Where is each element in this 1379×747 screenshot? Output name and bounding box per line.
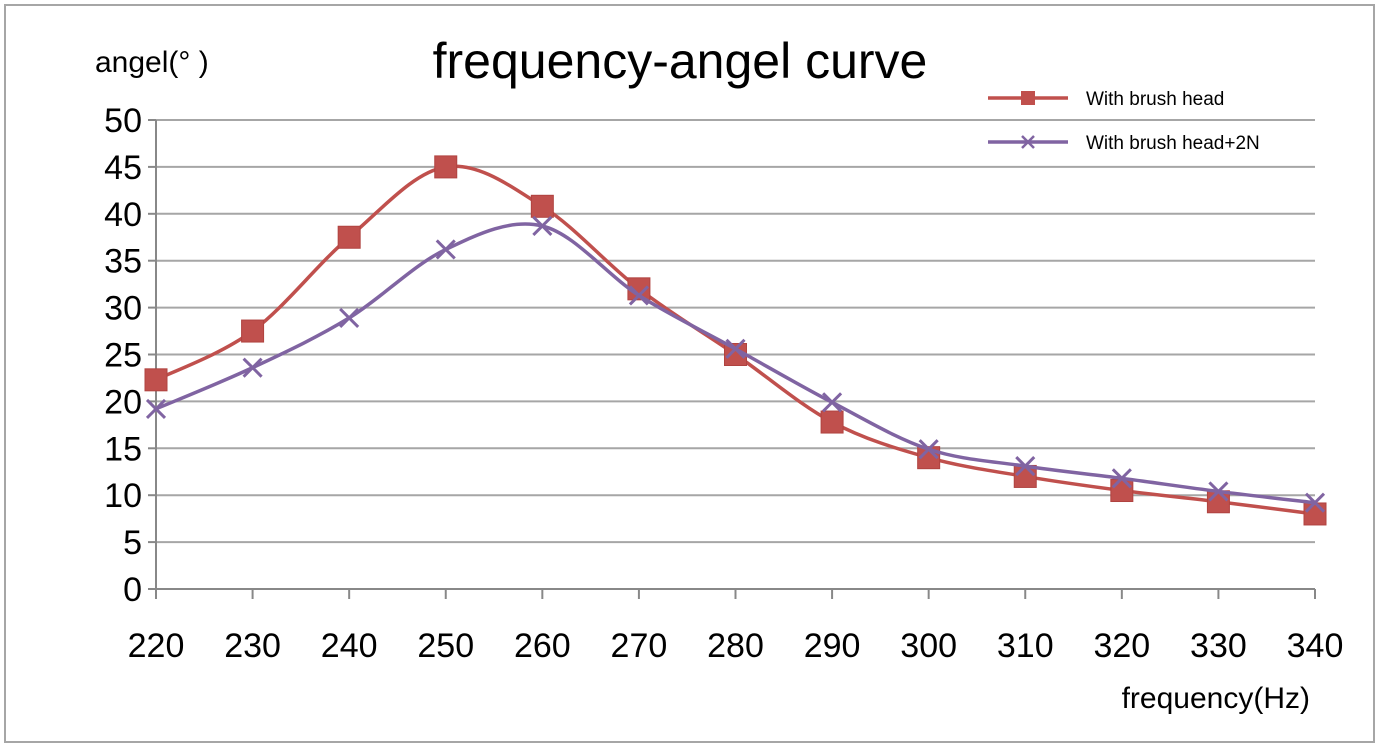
legend-square-marker-icon xyxy=(1021,91,1035,105)
data-point-2-270 xyxy=(628,285,649,306)
legend-label-2: With brush head+2N xyxy=(1086,133,1260,154)
series-layer xyxy=(144,155,1327,526)
data-point-2-280 xyxy=(725,338,746,359)
y-tick-label: 5 xyxy=(123,524,142,562)
y-tick-label: 20 xyxy=(104,383,142,421)
x-tick-label: 290 xyxy=(804,627,861,665)
legend-item-1: With brush head xyxy=(988,89,1224,110)
y-axis-title: angel(° ) xyxy=(95,46,209,79)
x-tick-label: 300 xyxy=(900,627,957,665)
y-tick-label: 35 xyxy=(104,243,142,281)
data-point-1-250 xyxy=(434,155,458,179)
series-2 xyxy=(145,215,1326,513)
chart-title: frequency-angel curve xyxy=(433,33,928,89)
y-tick-label: 10 xyxy=(104,477,142,515)
data-point-1-240 xyxy=(337,225,361,249)
data-point-2-250 xyxy=(435,239,456,260)
x-tick-label: 310 xyxy=(997,627,1054,665)
data-point-1-230 xyxy=(241,319,265,343)
x-tick-label: 220 xyxy=(128,627,185,665)
x-tick-label: 240 xyxy=(321,627,378,665)
x-axis-title: frequency(Hz) xyxy=(1122,682,1310,715)
data-point-1-290 xyxy=(820,410,844,434)
x-tick-label: 340 xyxy=(1287,627,1344,665)
data-point-2-220 xyxy=(145,398,167,419)
legend-x-marker-icon xyxy=(1021,135,1035,149)
x-tick-label: 280 xyxy=(707,627,764,665)
data-point-2-310 xyxy=(1015,456,1036,477)
x-tick-label: 270 xyxy=(611,627,668,665)
data-point-2-230 xyxy=(242,357,263,378)
x-tick-label: 330 xyxy=(1190,627,1247,665)
data-point-1-320 xyxy=(1110,479,1134,503)
legend-label-1: With brush head xyxy=(1086,89,1224,110)
axis-layer: 0 5 10 15 20 25 30 35 40 45 50 220 230 240 250 260 270 28… xyxy=(104,102,1343,665)
y-tick-label: 0 xyxy=(123,571,142,609)
y-tick-label: 30 xyxy=(104,290,142,328)
data-point-2-330 xyxy=(1208,481,1229,502)
y-tick-label: 25 xyxy=(104,337,142,375)
data-point-2-300 xyxy=(918,439,939,460)
y-tick-label: 45 xyxy=(104,149,142,187)
y-tick-label: 40 xyxy=(104,196,142,234)
data-point-2-340 xyxy=(1304,492,1326,513)
data-point-1-260 xyxy=(530,194,554,218)
y-tick-label: 15 xyxy=(104,430,142,468)
data-point-2-240 xyxy=(339,307,360,328)
data-point-1-340 xyxy=(1303,502,1327,526)
y-tick-label: 50 xyxy=(104,102,142,140)
legend-item-2: With brush head+2N xyxy=(988,133,1260,154)
data-point-1-220 xyxy=(144,368,168,392)
chart-frame xyxy=(4,4,1375,743)
x-tick-label: 260 xyxy=(514,627,571,665)
data-point-2-290 xyxy=(822,392,843,413)
data-point-2-320 xyxy=(1111,468,1132,489)
x-tick-label: 320 xyxy=(1093,627,1150,665)
legend: With brush head With brush head+2N xyxy=(988,89,1260,154)
x-tick-label: 230 xyxy=(224,627,281,665)
data-point-2-260 xyxy=(532,215,553,237)
x-tick-label: 250 xyxy=(417,627,474,665)
